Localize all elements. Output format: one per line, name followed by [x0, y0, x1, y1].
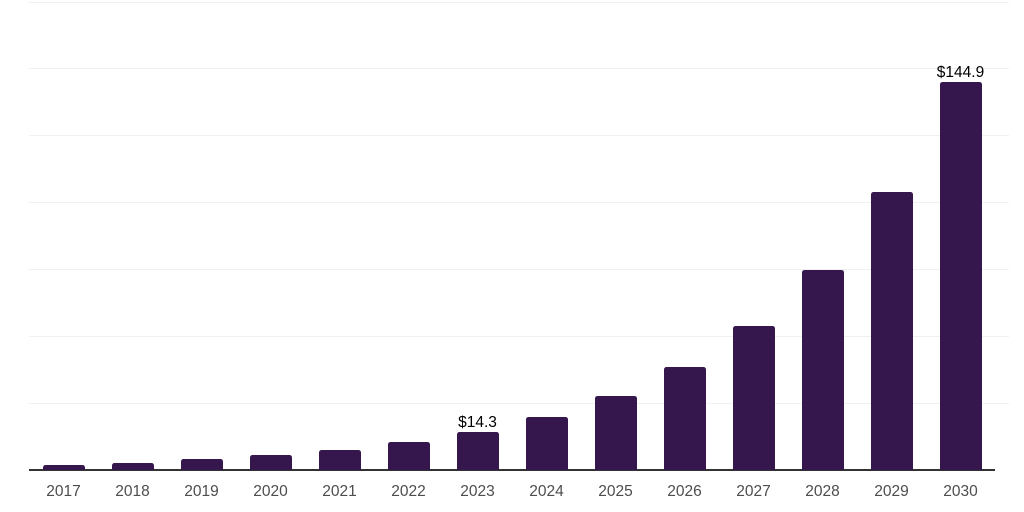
x-axis-line: [29, 469, 995, 471]
gridline: [29, 68, 1009, 70]
x-tick-label-2023: 2023: [460, 483, 495, 500]
bar-2020: [249, 455, 292, 470]
bar-2030: [939, 82, 982, 470]
x-tick-label-2027: 2027: [736, 483, 771, 500]
x-tick-label-2018: 2018: [115, 483, 150, 500]
bar-2028: [801, 270, 844, 470]
gridline: [29, 402, 1009, 404]
gridline: [29, 202, 1009, 204]
x-tick-label-2028: 2028: [805, 483, 840, 500]
bar-2022: [387, 442, 430, 470]
x-tick-label-2030: 2030: [943, 483, 978, 500]
bar-2021: [318, 449, 361, 470]
bar-2029: [870, 191, 913, 470]
bar-2025: [594, 395, 637, 470]
x-tick-label-2022: 2022: [391, 483, 426, 500]
x-tick-label-2024: 2024: [529, 483, 564, 500]
bar-2018: [111, 462, 154, 470]
gridline: [29, 1, 1009, 3]
x-tick-label-2029: 2029: [874, 483, 909, 500]
gridline: [29, 268, 1009, 270]
x-tick-label-2017: 2017: [46, 483, 81, 500]
data-label-2030: $144.9: [936, 64, 985, 82]
x-tick-label-2021: 2021: [322, 483, 357, 500]
bar-2019: [180, 458, 223, 470]
gridline: [29, 135, 1009, 137]
x-tick-label-2019: 2019: [184, 483, 219, 500]
bar-2027: [732, 326, 775, 470]
x-tick-label-2025: 2025: [598, 483, 633, 500]
data-label-2023: $14.3: [458, 413, 497, 431]
gridline: [29, 335, 1009, 337]
x-tick-label-2026: 2026: [667, 483, 702, 500]
bar-2024: [525, 416, 568, 470]
bar-2017: [42, 464, 85, 470]
bar-2026: [663, 366, 706, 470]
x-tick-label-2020: 2020: [253, 483, 288, 500]
bar-2023: [456, 431, 499, 470]
